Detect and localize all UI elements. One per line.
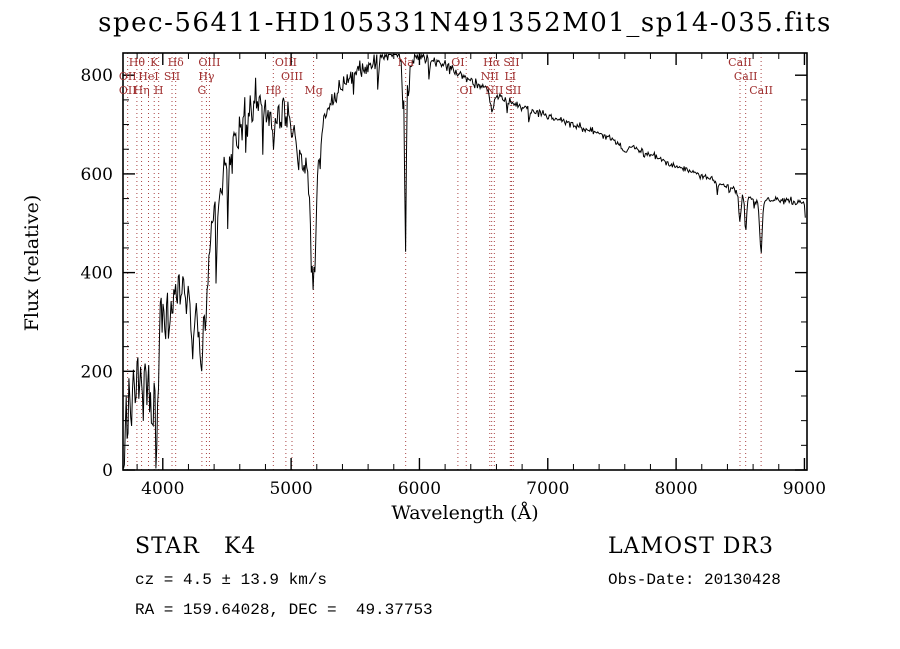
svg-text:5000: 5000: [269, 479, 312, 499]
svg-text:8000: 8000: [654, 479, 697, 499]
svg-text:Hθ: Hθ: [129, 56, 146, 69]
svg-text:Mg: Mg: [304, 84, 322, 97]
svg-text:Hη: Hη: [134, 84, 150, 97]
svg-text:400: 400: [81, 264, 113, 284]
svg-text:CaII: CaII: [749, 84, 773, 97]
svg-text:H: H: [154, 84, 164, 97]
svg-text:OI: OI: [451, 56, 464, 69]
svg-text:Hδ: Hδ: [168, 56, 185, 69]
svg-text:0: 0: [102, 461, 113, 481]
svg-text:SII: SII: [503, 56, 519, 69]
svg-text:K: K: [150, 56, 159, 69]
svg-text:600: 600: [81, 165, 113, 185]
plot-title: spec-56411-HD105331N491352M01_sp14-035.f…: [98, 8, 832, 38]
y-axis-label: Flux (relative): [21, 194, 43, 332]
x-axis-label: Wavelength (Å): [391, 502, 539, 524]
svg-text:OII: OII: [119, 84, 137, 97]
object-class-label: STAR K4: [135, 534, 257, 559]
svg-text:HeI: HeI: [138, 70, 158, 83]
svg-text:Na: Na: [398, 56, 415, 69]
svg-text:OIII: OIII: [198, 56, 220, 69]
svg-text:G: G: [198, 84, 207, 97]
svg-text:800: 800: [81, 66, 113, 86]
svg-text:OIII: OIII: [281, 70, 303, 83]
svg-text:OII: OII: [119, 70, 137, 83]
svg-text:CaII: CaII: [734, 70, 758, 83]
svg-text:LI: LI: [504, 70, 516, 83]
redshift-velocity-label: cz = 4.5 ± 13.9 km/s: [135, 571, 328, 589]
svg-text:OIII: OIII: [275, 56, 297, 69]
svg-text:4000: 4000: [141, 479, 184, 499]
svg-text:Hα: Hα: [483, 56, 501, 69]
ra-dec-label: RA = 159.64028, DEC = 49.37753: [135, 601, 433, 619]
svg-text:200: 200: [81, 362, 113, 382]
svg-text:Hβ: Hβ: [265, 84, 281, 97]
svg-text:Hγ: Hγ: [198, 70, 215, 83]
svg-text:9000: 9000: [783, 479, 826, 499]
svg-text:NII: NII: [485, 84, 503, 97]
survey-label: LAMOST DR3: [608, 534, 774, 559]
svg-text:7000: 7000: [526, 479, 569, 499]
svg-text:OI: OI: [460, 84, 473, 97]
svg-text:NII: NII: [481, 70, 499, 83]
svg-text:CaII: CaII: [728, 56, 752, 69]
svg-text:6000: 6000: [398, 479, 441, 499]
svg-text:SII: SII: [164, 70, 180, 83]
svg-text:SII: SII: [505, 84, 521, 97]
obs-date-label: Obs-Date: 20130428: [608, 571, 781, 589]
